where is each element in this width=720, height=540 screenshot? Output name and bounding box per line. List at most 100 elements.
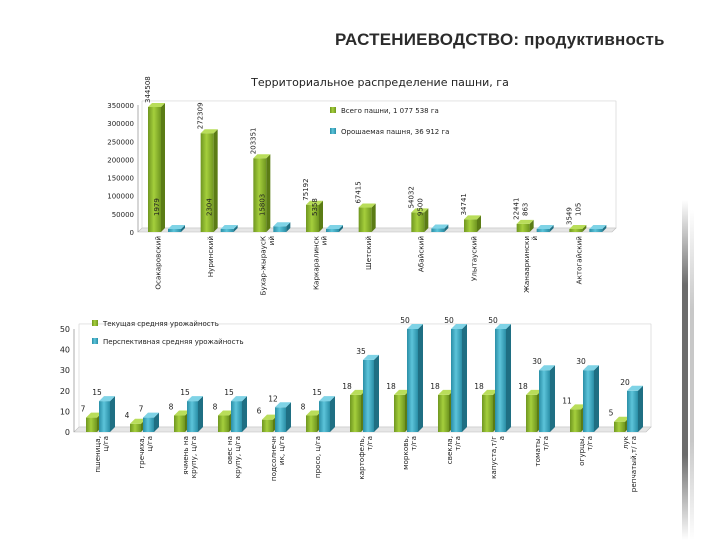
data-label: 18	[518, 382, 528, 391]
x-tick-label: Каркаралинский	[311, 235, 328, 290]
x-tick-label: лукрепчатый,т/ га	[621, 435, 638, 492]
bar-total-arable	[569, 225, 587, 232]
y-tick-labels: 0 10 20 30 40 50	[60, 325, 70, 437]
data-label: 11	[562, 396, 572, 405]
x-tick-labels: пшеница,ц/га гречиха,ц/га ячмень накрупу, …	[93, 435, 638, 492]
data-label: 50	[444, 316, 454, 325]
y-tick-label: 0	[65, 428, 70, 437]
data-label: 50	[488, 316, 498, 325]
y-tick-label: 150000	[107, 175, 134, 183]
y-tick-labels: 0 50000 100000 150000 200000 250000 300000 3500…	[107, 102, 134, 237]
data-label: 1979	[153, 198, 161, 216]
bar-total-arable	[253, 154, 271, 232]
legend-label-current: Текущая средняя урожайность	[102, 320, 219, 328]
data-label: 20	[620, 378, 630, 387]
data-label: 2304	[206, 198, 214, 216]
bar-prospective-yield	[451, 324, 467, 432]
bar-total-arable	[411, 208, 429, 232]
data-label: 50	[400, 316, 410, 325]
data-label: 18	[342, 382, 352, 391]
data-label: 344508	[144, 76, 152, 103]
y-tick-label: 50	[60, 325, 70, 334]
decorative-stripe	[682, 200, 688, 540]
bar-prospective-yield	[187, 396, 203, 432]
bar-prospective-yield	[495, 324, 511, 432]
data-label: 67415	[355, 181, 363, 203]
x-tick-label: просо, ц/га	[313, 436, 322, 478]
bar-total-arable	[358, 203, 376, 232]
x-tick-label: томаты,т/га	[533, 436, 550, 467]
bar-prospective-yield	[319, 396, 335, 432]
bar-prospective-yield	[275, 402, 291, 432]
x-tick-label: Осакаровский	[153, 236, 162, 290]
legend-swatch-total	[330, 107, 336, 113]
y-tick-label: 300000	[107, 120, 134, 128]
legend: Текущая средняя урожайность Перспективна…	[92, 320, 244, 346]
data-label: 105	[574, 203, 582, 216]
bar-irrigated	[168, 225, 185, 232]
data-label: 3549	[565, 207, 573, 225]
bar-prospective-yield	[583, 365, 599, 432]
y-tick-label: 350000	[107, 102, 134, 110]
bar-prospective-yield	[407, 324, 423, 432]
x-tick-label: капуста,т/га	[489, 436, 506, 479]
x-tick-label: ячмень накрупу, ц/га	[181, 436, 198, 478]
legend-swatch-irrigated	[330, 128, 336, 134]
data-label: 272309	[197, 102, 205, 129]
data-label: 9500	[416, 198, 424, 216]
data-label: 203351	[249, 127, 257, 154]
bar-prospective-yield	[627, 385, 643, 432]
legend-swatch-current	[92, 320, 98, 326]
bar-total-arable	[516, 219, 534, 232]
x-tick-label: морковь,т/га	[401, 436, 418, 470]
y-tick-label: 200000	[107, 156, 134, 164]
data-label: 15	[180, 388, 190, 397]
y-tick-label: 100000	[107, 193, 134, 201]
data-label: 18	[430, 382, 440, 391]
decorative-stripe	[690, 210, 694, 540]
bar-irrigated	[431, 224, 449, 232]
legend-swatch-prospective	[92, 338, 98, 344]
data-label: 8	[213, 403, 218, 412]
bar-prospective-yield	[231, 396, 247, 432]
data-label: 5	[609, 409, 614, 418]
x-tick-label: Улытауский	[469, 236, 478, 281]
y-tick-label: 0	[130, 229, 134, 237]
x-tick-label: овес накрупу, ц/га	[225, 436, 242, 478]
chart-title: Территориальное распределение пашни, га	[250, 76, 509, 89]
chart-arable-land: Территориальное распределение пашни, га …	[107, 76, 617, 295]
data-label: 6	[257, 407, 262, 416]
x-tick-label: Жанааркинский	[522, 236, 539, 293]
data-label: 18	[386, 382, 396, 391]
x-tick-label: Актогайский	[575, 236, 584, 285]
bar-prospective-yield	[363, 354, 379, 432]
x-tick-label: гречиха,ц/га	[137, 436, 154, 469]
x-tick-label: огурцы,т/га	[577, 436, 594, 466]
bar-irrigated	[326, 225, 343, 232]
legend-label-prospective: Перспективная средняя урожайность	[103, 338, 244, 346]
bars	[86, 324, 643, 432]
data-label: 54032	[407, 186, 415, 208]
data-label: 30	[576, 357, 586, 366]
bar-total-arable	[306, 200, 323, 232]
y-tick-label: 250000	[107, 138, 134, 146]
data-label: 5358	[311, 198, 319, 216]
slide-title: РАСТЕНИЕВОДСТВО: продуктивность	[335, 30, 665, 49]
data-label: 4	[125, 411, 130, 420]
x-tick-label: Абайский	[417, 236, 426, 272]
y-tick-label: 40	[60, 346, 70, 355]
bars	[148, 102, 607, 232]
y-tick-label: 20	[60, 387, 70, 396]
x-tick-labels: Осакаровский Нуринский Бухар-жыраусКий Карк…	[153, 235, 583, 295]
data-label: 8	[301, 403, 306, 412]
y-tick-label: 30	[60, 366, 70, 375]
data-label: 7	[81, 405, 86, 414]
y-tick-label: 10	[60, 407, 70, 416]
data-label: 15	[224, 388, 234, 397]
data-label: 863	[522, 203, 530, 216]
bar-prospective-yield	[99, 396, 115, 432]
x-tick-label: Шетский	[364, 236, 373, 270]
data-label: 30	[532, 357, 542, 366]
